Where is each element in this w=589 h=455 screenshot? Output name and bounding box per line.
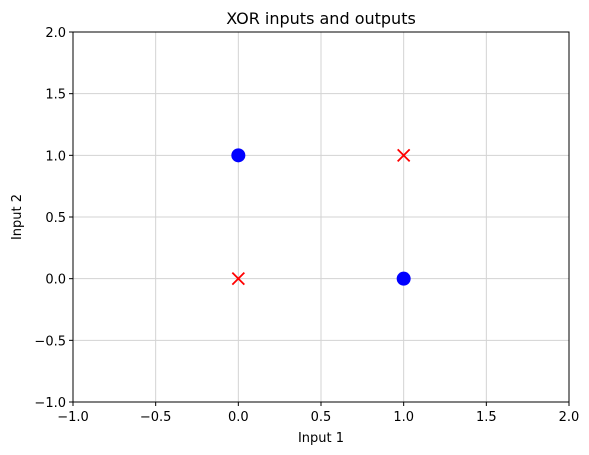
data-markers [231,148,411,286]
x-tick-label: −1.0 [57,410,89,425]
x-tick-label: 1.5 [476,410,497,425]
axis-ticks: −1.0 −0.5 0.0 0.5 1.0 1.5 2.0 −1.0 −0.5 0.0 0.5 1.0… [34,26,579,425]
x-tick-label: 0.0 [228,410,249,425]
x-tick-label: 0.5 [311,410,332,425]
chart-title: XOR inputs and outputs [226,9,416,28]
y-tick-label: 1.0 [45,149,66,164]
grid [72,31,570,403]
circle-marker [396,271,411,286]
y-axis-label: Input 2 [10,194,25,240]
y-tick-label: 1.5 [45,88,66,103]
x-marker [397,148,411,162]
x-marker [231,272,245,286]
y-tick-label: −1.0 [34,396,66,411]
x-tick-label: 1.0 [393,410,414,425]
y-tick-label: −0.5 [34,334,66,349]
y-tick-label: 2.0 [45,26,66,41]
x-tick-label: −0.5 [140,410,172,425]
y-tick-label: 0.0 [45,273,66,288]
circle-marker [231,148,246,163]
x-tick-label: 2.0 [559,410,580,425]
y-tick-label: 0.5 [45,211,66,226]
x-axis-label: Input 1 [298,431,344,446]
